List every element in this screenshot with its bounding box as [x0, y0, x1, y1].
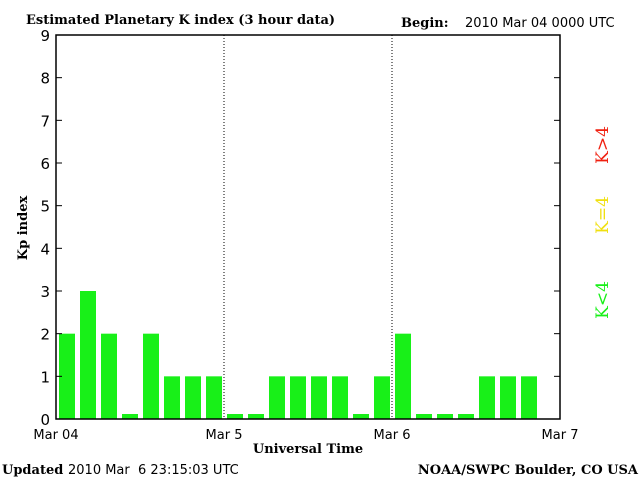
kp-bar [164, 376, 180, 419]
kp-bar [395, 333, 411, 419]
x-axis-label: Universal Time [253, 442, 363, 457]
kp-bar [479, 376, 495, 419]
x-tick-label: Mar 5 [206, 428, 243, 443]
kp-bar [290, 376, 306, 419]
begin-label: Begin: [401, 16, 449, 31]
updated-label: Updated [2, 463, 63, 478]
kp-bar [311, 376, 327, 419]
y-tick-label: 0 [40, 411, 50, 429]
y-tick-label: 5 [40, 198, 50, 216]
y-tick-label: 7 [40, 112, 50, 130]
kp-bar [374, 376, 390, 419]
x-tick-label: Mar 6 [374, 428, 411, 443]
y-tick-label: 3 [40, 283, 50, 301]
x-tick-label: Mar 7 [542, 428, 579, 443]
kp-bar [80, 291, 96, 419]
source-credit: NOAA/SWPC Boulder, CO USA [418, 463, 639, 478]
updated-value: 2010 Mar 6 23:15:03 UTC [68, 463, 239, 478]
kp-bar [122, 414, 138, 419]
x-tick-label: Mar 04 [33, 428, 78, 443]
kp-bar [59, 333, 75, 419]
chart-title: Estimated Planetary K index (3 hour data… [26, 13, 335, 28]
kp-bar [458, 414, 474, 419]
legend-item: K>4 [593, 126, 613, 164]
legend-item: K<4 [593, 281, 613, 319]
y-axis-label: Kp index [16, 196, 31, 261]
y-tick-label: 1 [40, 368, 50, 386]
kp-bar [437, 414, 453, 419]
kp-bar [248, 414, 264, 419]
kp-bar [500, 376, 516, 419]
kp-bar [206, 376, 222, 419]
kp-bar [521, 376, 537, 419]
y-tick-label: 6 [40, 155, 50, 173]
kp-bar [101, 333, 117, 419]
plot-frame [55, 34, 561, 420]
legend-item: K=4 [593, 196, 613, 234]
y-tick-label: 4 [40, 240, 50, 258]
y-tick-label: 8 [40, 70, 50, 88]
kp-bar [227, 414, 243, 419]
y-tick-label: 9 [40, 27, 50, 45]
kp-bar [353, 414, 369, 419]
kp-bar [143, 333, 159, 419]
kp-bar [269, 376, 285, 419]
y-tick-label: 2 [40, 326, 50, 344]
kp-bar [416, 414, 432, 419]
kp-bar [185, 376, 201, 419]
kp-bar [332, 376, 348, 419]
begin-value: 2010 Mar 04 0000 UTC [465, 16, 615, 31]
